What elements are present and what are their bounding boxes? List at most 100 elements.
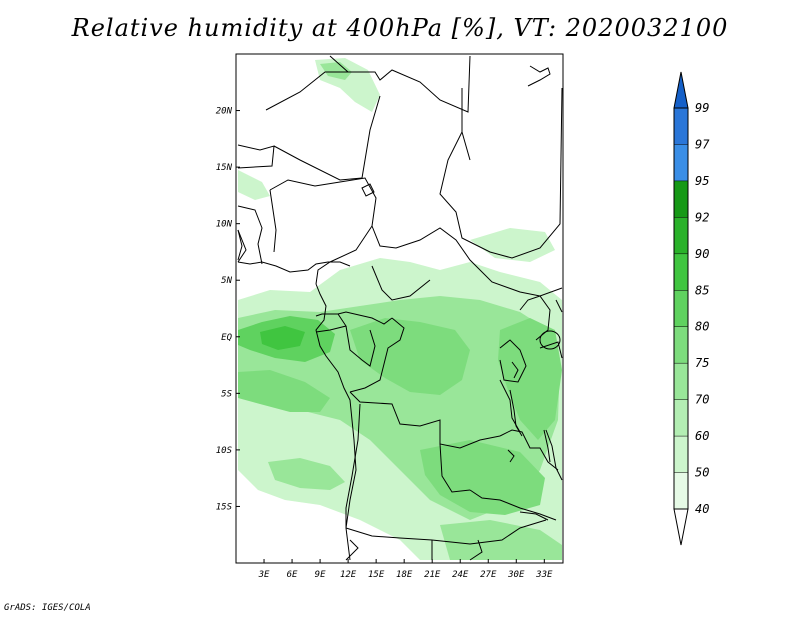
colorbar-label: 99 xyxy=(695,101,709,115)
colorbar-label: 40 xyxy=(695,502,709,516)
lon-tick-label: 15E xyxy=(368,570,385,580)
lake-kariba xyxy=(519,511,549,521)
colorbar-segment xyxy=(674,108,688,145)
lat-tick-label: EQ xyxy=(221,333,232,343)
map-frame xyxy=(235,53,564,564)
field-east-africa-north xyxy=(470,228,555,262)
border-11 xyxy=(269,189,277,253)
lat-axis: 20N 15N 10N 5N EQ 5S 10S 15S xyxy=(216,107,240,512)
border-4 xyxy=(273,95,381,181)
lake-mweru xyxy=(507,449,515,463)
border-16 xyxy=(349,317,405,393)
lat-tick-label: 10N xyxy=(216,220,233,230)
colorbar-label: 90 xyxy=(695,247,709,261)
lat-tick-label: 15N xyxy=(216,163,233,173)
coast-northwest xyxy=(237,229,243,261)
border-1 xyxy=(329,55,471,113)
grads-credit: GrADS: IGES/COLA xyxy=(4,603,91,613)
coast-gulf-of-guinea xyxy=(315,283,357,561)
colorbar-label: 70 xyxy=(695,393,709,407)
field-angola-zambia xyxy=(420,440,545,515)
coast-east-indian xyxy=(555,299,563,313)
border-27 xyxy=(539,341,563,359)
border-24 xyxy=(431,519,547,545)
colorbar-segment xyxy=(674,180,688,218)
map-title: Relative humidity at 400hPa [%], VT: 202… xyxy=(71,14,729,42)
colorbar-label: 97 xyxy=(695,137,710,151)
lon-tick-label: 12E xyxy=(340,570,357,580)
lake-tanganyika xyxy=(509,389,523,437)
field-west-coast xyxy=(238,170,270,200)
lat-tick-label: 5S xyxy=(221,389,232,399)
coast-red-sea xyxy=(527,65,551,87)
lon-tick-label: 18E xyxy=(396,570,413,580)
lat-tick-label: 15S xyxy=(216,502,233,512)
border-19 xyxy=(439,443,471,493)
colorbar-segment xyxy=(674,399,688,437)
colorbar-label: 85 xyxy=(695,283,709,297)
colorbar-label: 75 xyxy=(695,356,709,370)
field-sahara-north-core xyxy=(320,62,352,80)
colorbar-top-triangle xyxy=(673,71,689,109)
colorbar-segment xyxy=(674,326,688,364)
lon-tick-label: 30E xyxy=(507,570,525,580)
lon-tick-label: 27E xyxy=(480,570,497,580)
border-5 xyxy=(439,87,563,259)
colorbar-segment xyxy=(674,472,688,509)
colorbar-label: 50 xyxy=(695,466,709,480)
coast-west-africa xyxy=(237,261,351,273)
coastline xyxy=(237,65,563,561)
colorbar-bottom-triangle xyxy=(673,508,689,546)
lon-tick-label: 3E xyxy=(258,570,270,580)
field-congo-basin xyxy=(350,318,470,395)
lon-tick-label: 6E xyxy=(287,570,298,580)
colorbar-label: 92 xyxy=(695,210,709,224)
lake-malawi xyxy=(543,429,551,463)
lon-tick-label: 24E xyxy=(452,570,469,580)
border-25 xyxy=(499,339,527,383)
border-3 xyxy=(237,144,275,169)
field-south-atlantic xyxy=(238,370,330,412)
lake-tchad xyxy=(361,183,375,197)
colorbar-segment xyxy=(674,144,688,181)
border-6 xyxy=(461,131,471,161)
border-17 xyxy=(349,391,501,449)
colorbar-segment xyxy=(674,436,688,473)
humidity-field xyxy=(238,58,562,560)
colorbar-segment xyxy=(674,217,688,254)
border-22 xyxy=(345,527,433,541)
border-7 xyxy=(269,177,563,297)
border-10 xyxy=(237,229,247,263)
lon-tick-label: 9E xyxy=(315,570,326,580)
colorbar-label: 60 xyxy=(695,429,709,443)
border-2 xyxy=(265,71,348,111)
border-15 xyxy=(345,325,376,367)
colorbar-segment xyxy=(674,253,688,291)
border-21 xyxy=(345,403,361,528)
colorbar-label: 80 xyxy=(695,320,709,334)
lat-tick-label: 5N xyxy=(221,276,232,286)
lake-victoria xyxy=(539,330,561,350)
colorbar-segment xyxy=(674,363,688,400)
border-9 xyxy=(237,205,263,265)
colorbar-label: 95 xyxy=(695,174,709,188)
field-equatorial-gabon-core xyxy=(260,326,305,350)
colorbar: 40 50 60 70 75 80 85 90 92 95 97 99 xyxy=(673,71,710,546)
border-29 xyxy=(545,429,563,481)
lat-tick-label: 20N xyxy=(216,107,233,117)
lon-tick-label: 33E xyxy=(535,570,553,580)
lakes xyxy=(361,183,561,521)
border-31 xyxy=(469,539,483,561)
lon-tick-label: 21E xyxy=(424,570,441,580)
border-18 xyxy=(499,429,559,471)
border-14 xyxy=(337,311,393,325)
border-20 xyxy=(469,489,557,521)
field-atlantic-south xyxy=(268,458,345,490)
border-12 xyxy=(371,265,431,301)
lon-axis: 3E 6E 9E 12E 15E 18E 21E 24E 27E 30E 33E xyxy=(258,559,553,580)
lat-tick-label: 10S xyxy=(216,446,233,456)
colorbar-segment xyxy=(674,290,688,327)
lake-kivu xyxy=(511,361,519,379)
border-13 xyxy=(315,313,347,333)
